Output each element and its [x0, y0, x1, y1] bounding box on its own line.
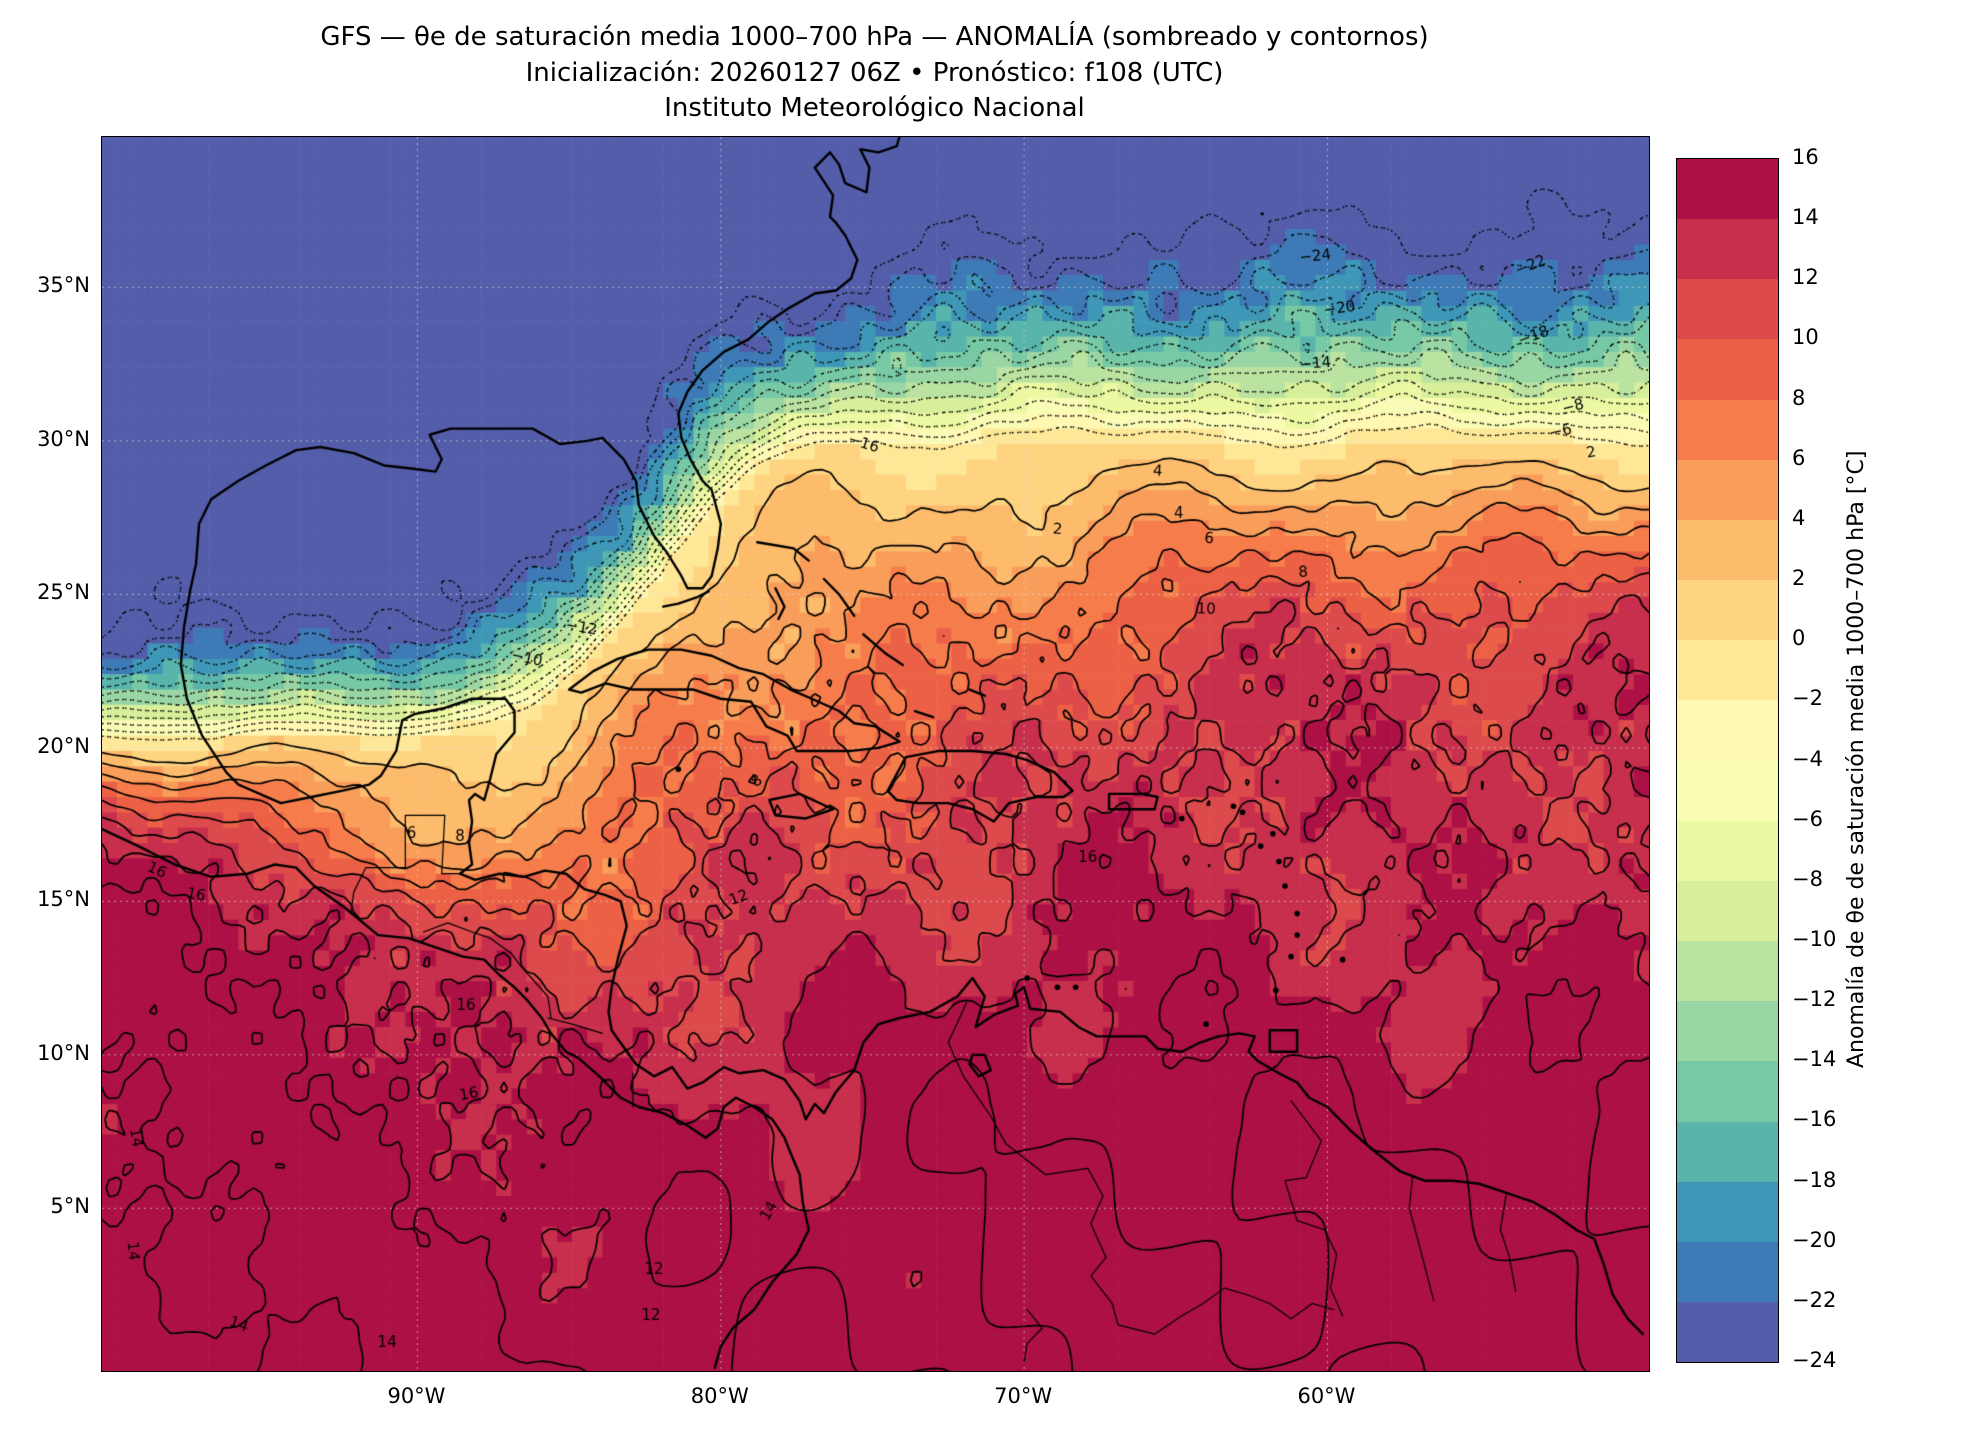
colorbar-tick-label: 12 [1792, 265, 1819, 290]
colorbar-tick-label: −18 [1792, 1167, 1837, 1192]
colorbar-tick-label: 4 [1792, 505, 1806, 530]
y-tick-label: 5°N [50, 1194, 90, 1219]
colorbar-segment [1677, 1121, 1778, 1182]
colorbar-segment [1677, 820, 1778, 881]
colorbar-label-wrap: Anomalía de θe de saturación media 1000–… [1844, 158, 1878, 1361]
x-tick-label: 70°W [994, 1384, 1053, 1408]
colorbar-tick-label: −8 [1792, 866, 1823, 891]
colorbar-segment [1677, 1181, 1778, 1242]
colorbar-tick-label: 16 [1792, 145, 1819, 169]
colorbar-segment [1677, 339, 1778, 400]
y-tick-label: 35°N [37, 273, 90, 298]
colorbar-tick-label: −16 [1792, 1107, 1837, 1132]
y-tick-label: 10°N [37, 1040, 90, 1065]
colorbar-segment [1677, 880, 1778, 942]
colorbar-segment [1677, 640, 1778, 701]
colorbar-segment [1677, 1061, 1778, 1122]
y-tick-label: 25°N [37, 580, 90, 605]
colorbar-tick-label: −20 [1792, 1227, 1837, 1252]
colorbar-tick-label: 0 [1792, 626, 1806, 651]
colorbar-segment [1677, 700, 1778, 761]
colorbar-tick-label: −2 [1792, 686, 1823, 711]
colorbar-tick-label: −10 [1792, 926, 1837, 951]
map-plot-area [101, 136, 1650, 1372]
colorbar-segment [1677, 399, 1778, 460]
colorbar-segment [1677, 580, 1778, 641]
plot-title-line1: GFS — θe de saturación media 1000–700 hP… [320, 22, 1429, 52]
colorbar-segment [1677, 519, 1778, 581]
colorbar-tick-label: −12 [1792, 987, 1837, 1012]
plot-title-line3: Instituto Meteorológico Nacional [664, 93, 1085, 123]
colorbar-segment [1677, 219, 1778, 280]
colorbar [1676, 158, 1779, 1363]
x-tick-label: 60°W [1297, 1384, 1356, 1408]
colorbar-segment [1677, 459, 1778, 520]
y-tick-label: 15°N [37, 887, 90, 912]
colorbar-tick-label: 8 [1792, 385, 1806, 410]
colorbar-segment [1677, 760, 1778, 821]
colorbar-tick-label: −24 [1792, 1348, 1837, 1372]
colorbar-segment [1677, 941, 1778, 1002]
colorbar-tick-label: −6 [1792, 806, 1823, 831]
colorbar-tick-label: −22 [1792, 1287, 1837, 1312]
plot-title-line2: Inicialización: 20260127 06Z • Pronóstic… [525, 58, 1224, 88]
colorbar-tick-label: 14 [1792, 205, 1819, 230]
colorbar-segment [1677, 159, 1778, 220]
anomaly-map-canvas [102, 137, 1649, 1371]
colorbar-segment [1677, 1001, 1778, 1062]
y-tick-label: 30°N [37, 426, 90, 451]
colorbar-tick-label: 10 [1792, 325, 1819, 350]
colorbar-tick-label: 6 [1792, 445, 1806, 470]
colorbar-segment [1677, 1241, 1778, 1302]
y-tick-label: 20°N [37, 733, 90, 758]
x-tick-label: 90°W [387, 1384, 446, 1408]
colorbar-tick-label: −14 [1792, 1047, 1837, 1072]
colorbar-segment [1677, 1301, 1778, 1363]
colorbar-segment [1677, 279, 1778, 340]
x-tick-label: 80°W [690, 1384, 749, 1408]
colorbar-label: Anomalía de θe de saturación media 1000–… [1844, 450, 1869, 1069]
colorbar-tick-label: −4 [1792, 746, 1823, 771]
colorbar-tick-label: 2 [1792, 566, 1806, 591]
